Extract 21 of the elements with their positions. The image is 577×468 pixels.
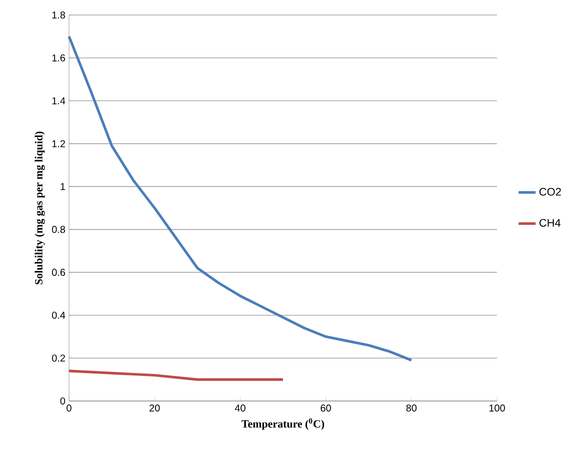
line-series — [68, 35, 413, 362]
y-tick-label: 1.6 — [52, 54, 66, 62]
y-tick-label: 0.4 — [52, 312, 66, 319]
y-tick-label: 0 — [60, 397, 66, 405]
x-tick-label: 100 — [489, 404, 505, 412]
y-tick-label: 1 — [60, 183, 65, 190]
y-tick-label: 1.2 — [52, 140, 65, 148]
y-axis-title: Solubility (mg gas per mg liquid) — [34, 132, 45, 284]
y-tick-label: 0.6 — [52, 268, 66, 276]
x-tick-label: 0 — [66, 404, 72, 412]
y-tick-label: 0.8 — [52, 226, 66, 233]
x-axis-title: Temperature ($^{0}$C) — [242, 418, 324, 430]
x-tick-label: 20 — [150, 404, 160, 412]
x-tick-label: 40 — [234, 404, 246, 412]
legend-label: CH4 — [539, 218, 560, 227]
x-tick-label: 80 — [406, 404, 417, 412]
legend-label: CO2 — [539, 188, 561, 196]
y-tick-label: 1.8 — [52, 11, 66, 19]
y-tick-label: 1.4 — [52, 97, 66, 104]
x-tick-label: 60 — [320, 404, 331, 412]
y-tick-label: 0.2 — [52, 354, 65, 362]
